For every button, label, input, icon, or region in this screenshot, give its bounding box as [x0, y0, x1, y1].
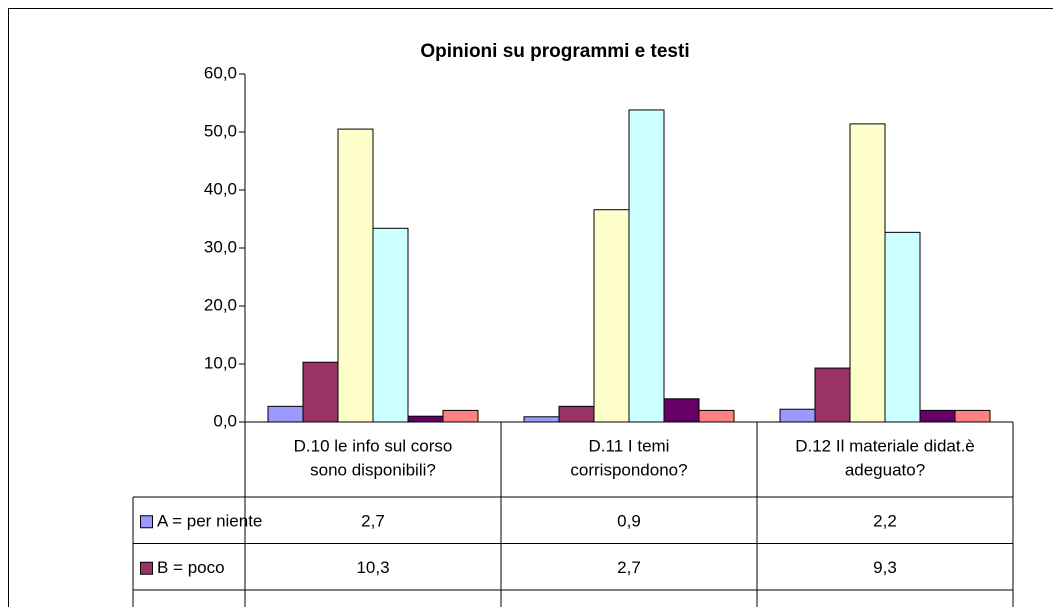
table-cell: 9,3 [873, 558, 897, 577]
legend-label: A = per niente [157, 512, 262, 531]
table-cell: 36,6 [612, 605, 645, 607]
bar [407, 415, 444, 423]
table-cell: 2,2 [873, 512, 897, 531]
bar [779, 408, 816, 423]
table-cell: 2,7 [361, 512, 385, 531]
bar [663, 398, 700, 423]
y-tick-label: 20,0 [204, 295, 237, 314]
y-tick-label: 60,0 [204, 63, 237, 82]
bar [698, 409, 735, 423]
bar [523, 416, 560, 423]
table-cell: 50,5 [356, 605, 389, 607]
y-tick-label: 10,0 [204, 353, 237, 372]
bar [558, 405, 595, 423]
bar [628, 109, 665, 423]
bar [372, 227, 409, 423]
table-cell: 10,3 [356, 558, 389, 577]
chart-title: Opinioni su programmi e testi [420, 41, 689, 62]
bar [267, 405, 304, 423]
x-tick-label: D.10 le info sul corso sono disponibili? [294, 437, 453, 480]
y-tick-label: 0,0 [213, 411, 237, 430]
legend-key [140, 515, 153, 529]
bar [849, 123, 886, 423]
bar [442, 409, 479, 423]
y-tick-label: 40,0 [204, 179, 237, 198]
bar [919, 409, 956, 423]
y-tick-label: 50,0 [204, 121, 237, 140]
y-tick-label: 30,0 [204, 237, 237, 256]
x-tick-label: D.11 I temi corrispondono? [570, 437, 687, 480]
bar [337, 128, 374, 423]
legend-label: C = abbastanza [157, 605, 277, 607]
legend-label: B = poco [157, 558, 225, 577]
table-cell: 0,9 [617, 512, 641, 531]
bar [302, 361, 339, 423]
bar [593, 209, 630, 423]
bar [954, 409, 991, 423]
legend-key [140, 561, 153, 575]
table-cell: 51,4 [868, 605, 901, 607]
bar [814, 367, 851, 423]
x-tick-label: D.12 Il materiale didat.è adeguato? [795, 437, 975, 480]
table-cell: 2,7 [617, 558, 641, 577]
bar [884, 231, 921, 423]
